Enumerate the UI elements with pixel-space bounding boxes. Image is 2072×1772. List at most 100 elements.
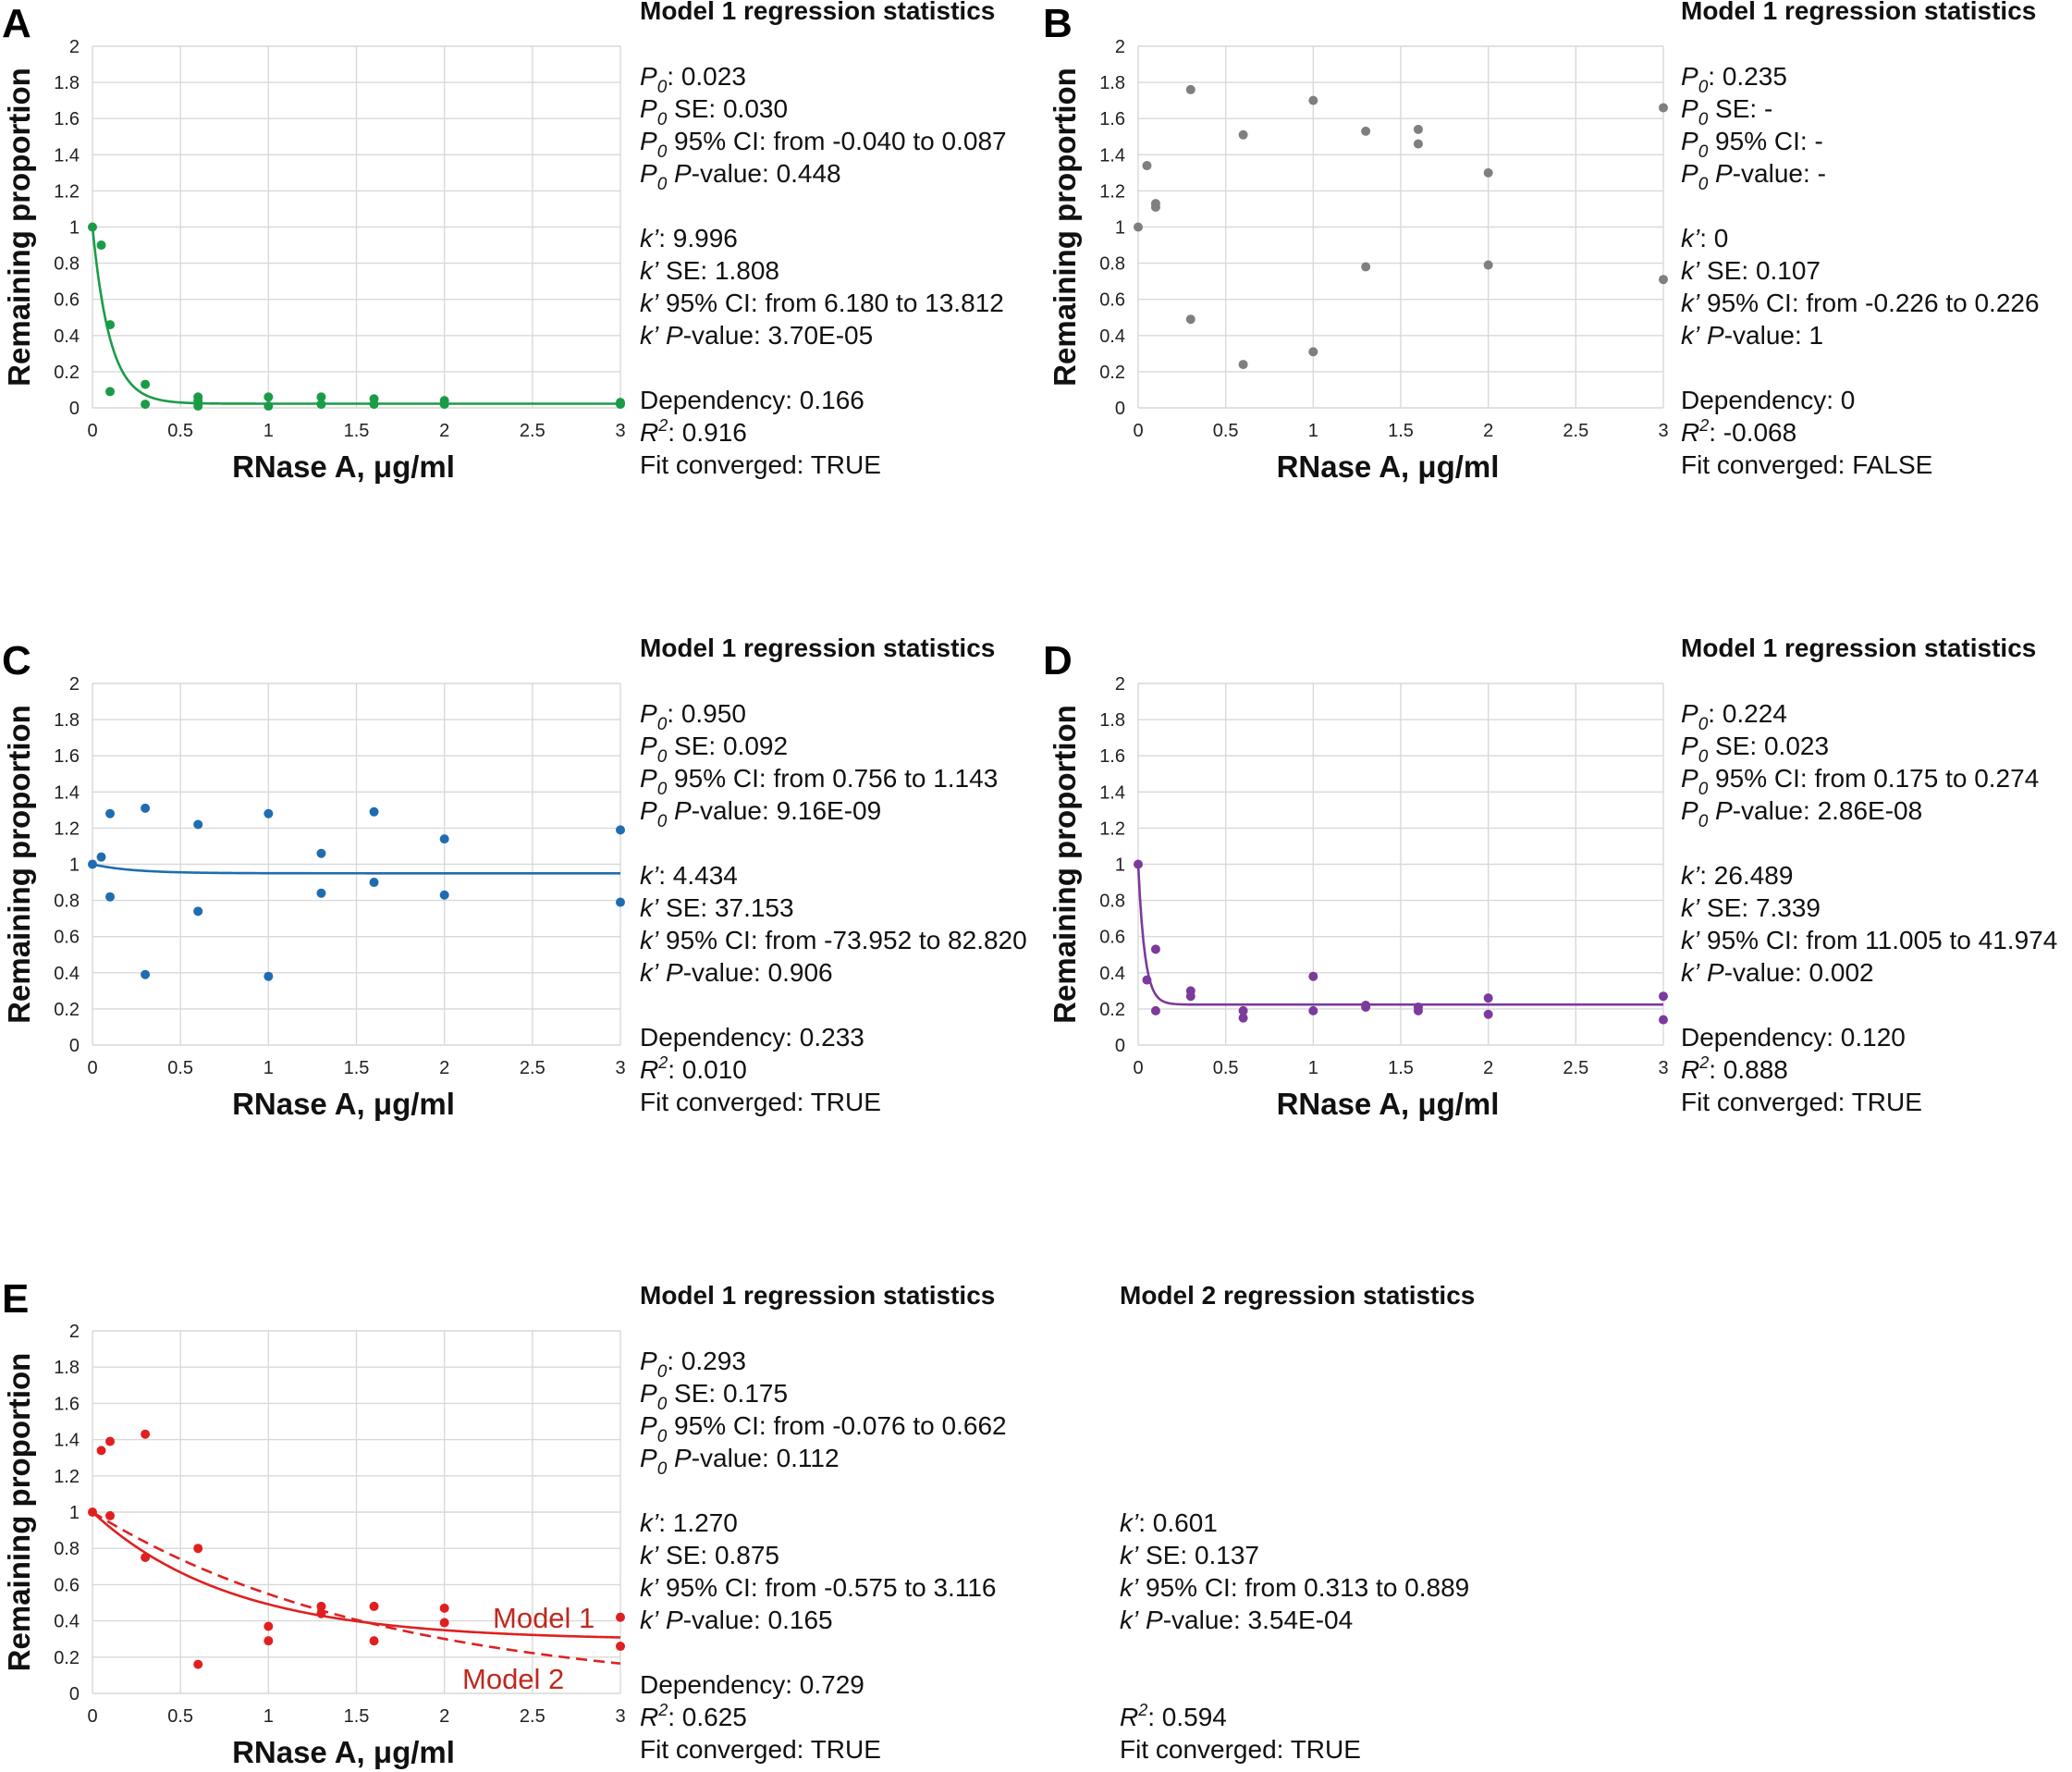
k-se: k’ SE: 1.808	[640, 256, 779, 285]
data-point	[105, 1436, 116, 1446]
data-point	[193, 906, 203, 917]
model-1-fit-curve	[92, 1511, 621, 1639]
r-squared: R2: 0.594	[1120, 1701, 1227, 1731]
x-tick-label: 1	[264, 1058, 274, 1078]
stats-heading: Model 1 regression statistics	[640, 1281, 995, 1310]
data-point	[439, 1603, 449, 1613]
x-axis-title: RNase A, μg/ml	[1277, 1087, 1500, 1121]
data-point	[369, 400, 379, 410]
stats-heading: Model 1 regression statistics	[640, 0, 995, 25]
y-tick-label: 0.4	[54, 1612, 80, 1632]
k-p-value: k’ P-value: 0.165	[640, 1606, 833, 1634]
data-point	[141, 379, 151, 389]
x-tick-label: 3	[615, 1706, 625, 1727]
k-se: k’ SE: 37.153	[640, 893, 794, 922]
panel-d: D 0 0.2 0.4 0.6 0.8 1 1.2 1.4 1.6 1.8 2 0 0.5 1 1.5 2 2.5…	[1043, 634, 2057, 1121]
stats-heading: Model 1 regression statistics	[1681, 0, 2036, 25]
r-squared: R2: 0.916	[640, 416, 747, 447]
data-point	[1142, 975, 1152, 985]
data-point	[88, 222, 97, 232]
y-tick-label: 1.4	[54, 782, 80, 803]
x-tick-label: 0.5	[1213, 421, 1239, 441]
y-tick-label: 2	[69, 37, 80, 57]
y-tick-label: 0	[69, 1684, 80, 1704]
k-p-value: k’ P-value: 1	[1681, 321, 1823, 350]
panel-letter: A	[2, 1, 31, 46]
data-point	[1308, 347, 1318, 357]
p0-ci: P0 95% CI: from -0.040 to 0.087	[640, 127, 1007, 162]
panel-letter: E	[2, 1276, 29, 1322]
p0-ci: P0 95% CI: from -0.076 to 0.662	[640, 1411, 1007, 1446]
p0-p-value: P0 P-value: 2.86E-08	[1681, 796, 1922, 831]
p0-p-value: P0 P-value: 0.112	[640, 1444, 840, 1479]
x-tick-label: 1.5	[344, 1706, 370, 1727]
data-point	[1185, 991, 1195, 1002]
data-point	[141, 1553, 151, 1562]
x-axis-title: RNase A, μg/ml	[232, 1087, 455, 1121]
data-point	[1659, 103, 1668, 113]
k-value: k’: 26.489	[1681, 861, 1793, 890]
fit-converged: Fit converged: TRUE	[1120, 1735, 1361, 1764]
y-tick-label: 0.8	[1099, 892, 1125, 912]
y-tick-label: 0.8	[54, 254, 80, 275]
p0-value: P0: 0.224	[1681, 699, 1787, 734]
x-tick-label: 0	[1133, 1058, 1143, 1078]
x-tick-label: 0.5	[1213, 1058, 1239, 1078]
x-tick-label: 2.5	[1563, 421, 1588, 441]
data-point	[1413, 124, 1423, 134]
model-2-curve-label: Model 2	[462, 1663, 564, 1695]
data-point	[264, 1621, 274, 1631]
panel-b: B 0 0.2 0.4 0.6 0.8 1 1.2 1.4 1.6 1.8 2 0 0.5 1 1.5 2 2.5…	[1043, 0, 2040, 484]
k-ci: k’ 95% CI: from 0.313 to 0.889	[1120, 1573, 1469, 1602]
dependency: Dependency: 0.233	[640, 1023, 864, 1052]
y-tick-label: 0	[1115, 1036, 1125, 1056]
data-point	[1659, 1015, 1668, 1025]
r-squared: R2: 0.888	[1681, 1053, 1788, 1084]
data-point	[369, 1636, 379, 1646]
data-point	[264, 971, 274, 981]
y-tick-label: 0	[69, 1036, 80, 1056]
data-point	[193, 1659, 203, 1669]
y-axis-title: Remaining proportion	[2, 1353, 36, 1672]
data-point	[1185, 314, 1195, 325]
x-tick-label: 2	[1483, 421, 1493, 441]
data-point	[96, 1446, 106, 1456]
fit-converged: Fit converged: TRUE	[1681, 1088, 1922, 1116]
y-tick-label: 1.6	[1099, 746, 1125, 767]
y-tick-label: 0.6	[54, 1575, 80, 1595]
data-point	[316, 848, 326, 858]
data-point	[1483, 260, 1493, 270]
k-p-value: k’ P-value: 3.70E-05	[640, 321, 873, 350]
x-tick-label: 3	[615, 1058, 625, 1078]
model-2-fit-curve	[92, 1510, 621, 1665]
y-tick-label: 1	[69, 1503, 80, 1523]
y-axis-title: Remaining proportion	[1048, 68, 1082, 387]
y-tick-label: 1.2	[1099, 181, 1125, 202]
p0-se: P0 SE: -	[1681, 94, 1772, 129]
data-point	[439, 400, 449, 410]
data-point	[264, 808, 274, 818]
data-point	[141, 1429, 151, 1439]
data-point	[1483, 167, 1493, 178]
p0-p-value: P0 P-value: 9.16E-09	[640, 796, 881, 831]
y-tick-label: 0.6	[1099, 290, 1125, 311]
x-tick-label: 0.5	[167, 1706, 193, 1727]
x-tick-label: 0	[1133, 421, 1143, 441]
y-tick-label: 1.8	[1099, 710, 1125, 731]
panel-letter: B	[1043, 1, 1073, 46]
data-point	[1238, 1013, 1248, 1023]
k-se: k’ SE: 0.137	[1120, 1541, 1259, 1569]
k-se: k’ SE: 0.875	[640, 1541, 779, 1569]
data-point	[141, 400, 151, 410]
y-tick-label: 0.4	[1099, 964, 1125, 984]
data-point	[141, 969, 151, 979]
x-tick-label: 0.5	[167, 1058, 193, 1078]
regression-stats-e-model-2: Model 2 regression statistics k’: 0.601 k’…	[1120, 1281, 1475, 1764]
x-tick-label: 2.5	[520, 1706, 546, 1727]
data-point	[616, 400, 625, 410]
data-point	[105, 808, 116, 818]
y-tick-label: 0.2	[1099, 1000, 1125, 1020]
data-point	[105, 1510, 116, 1520]
